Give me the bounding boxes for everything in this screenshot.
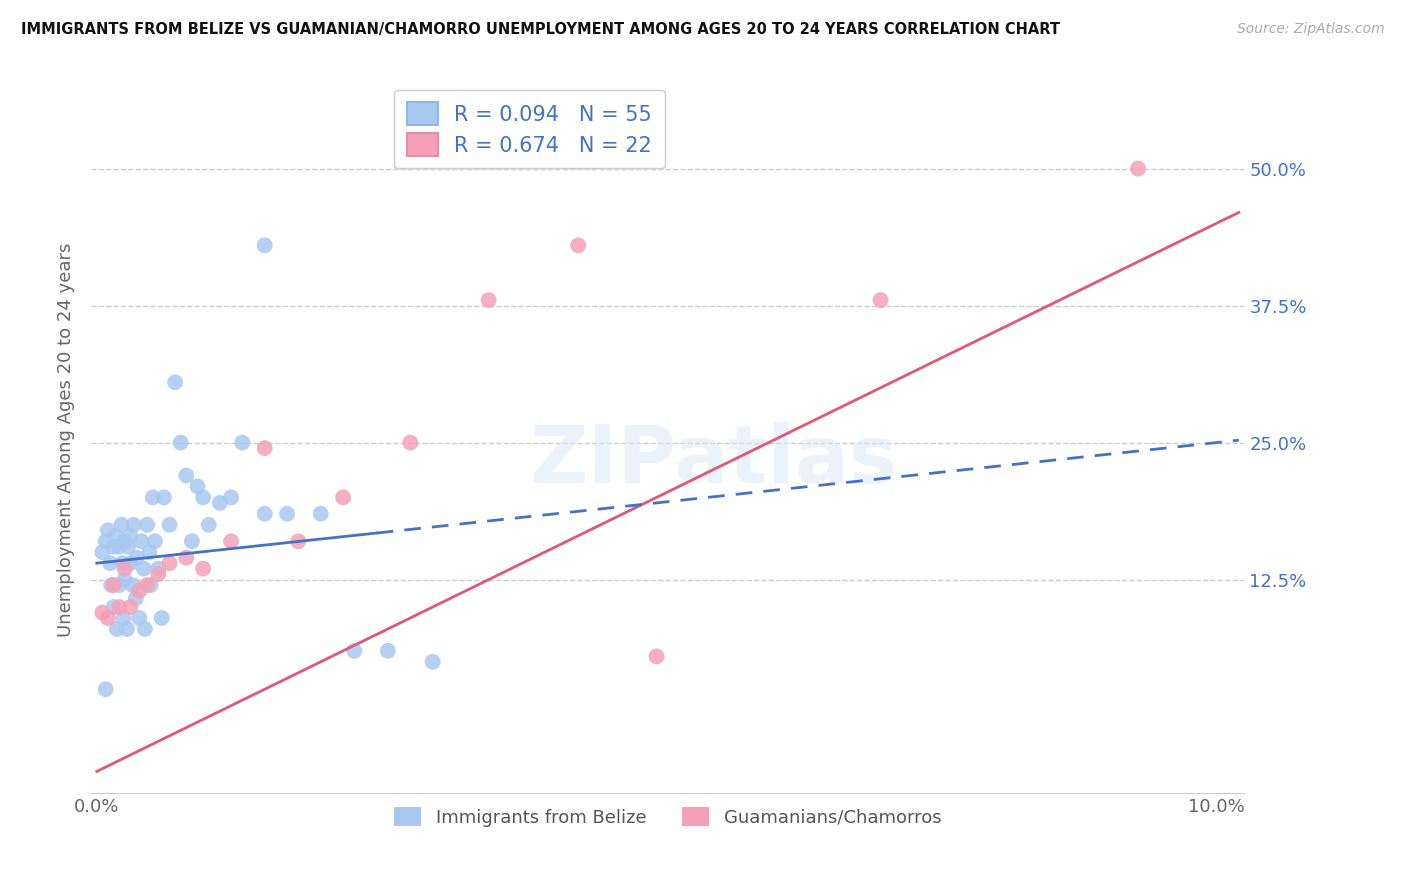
Point [114,534,136,549]
Point [219,534,242,549]
Point [108,578,131,592]
Point [399,435,422,450]
Point [1126,161,1149,176]
Point [111,556,134,570]
Point [115,622,138,636]
Point [208,496,231,510]
Point [112,611,135,625]
Point [128,611,150,625]
Point [191,491,214,505]
Point [143,534,166,549]
Point [287,534,309,549]
Point [159,556,181,570]
Point [170,435,193,450]
Point [153,491,176,505]
Point [139,578,162,592]
Point [197,517,219,532]
Point [253,507,276,521]
Point [136,578,159,592]
Point [108,600,131,615]
Point [276,507,298,521]
Point [125,550,148,565]
Point [120,556,142,570]
Point [114,561,136,575]
Point [422,655,444,669]
Point [343,644,366,658]
Point [132,561,155,575]
Point [150,611,173,625]
Point [165,376,187,390]
Point [105,622,128,636]
Point [121,578,143,592]
Point [128,583,150,598]
Point [100,578,122,592]
Point [142,491,165,505]
Point [253,441,276,455]
Point [219,491,242,505]
Text: Source: ZipAtlas.com: Source: ZipAtlas.com [1237,22,1385,37]
Point [91,606,114,620]
Point [181,534,204,549]
Point [869,293,891,307]
Point [103,600,125,615]
Point [131,534,153,549]
Point [125,591,148,606]
Point [231,435,253,450]
Point [134,622,156,636]
Point [117,540,139,554]
Point [148,561,170,575]
Point [186,479,208,493]
Point [332,491,354,505]
Point [253,238,276,252]
Point [136,517,159,532]
Point [104,529,127,543]
Legend: Immigrants from Belize, Guamanians/Chamorros: Immigrants from Belize, Guamanians/Chamo… [387,800,949,834]
Point [138,545,160,559]
Point [191,561,214,575]
Point [122,517,145,532]
Point [103,578,125,592]
Text: ZIPatlas: ZIPatlas [530,422,898,500]
Point [114,573,136,587]
Point [94,534,117,549]
Point [478,293,501,307]
Point [94,682,117,697]
Point [97,523,120,537]
Point [91,545,114,559]
Point [108,540,131,554]
Text: IMMIGRANTS FROM BELIZE VS GUAMANIAN/CHAMORRO UNEMPLOYMENT AMONG AGES 20 TO 24 YE: IMMIGRANTS FROM BELIZE VS GUAMANIAN/CHAM… [21,22,1060,37]
Point [97,611,120,625]
Point [309,507,332,521]
Point [120,529,142,543]
Point [120,600,142,615]
Point [103,540,125,554]
Point [110,517,132,532]
Point [176,468,198,483]
Point [148,567,170,582]
Point [98,556,121,570]
Point [567,238,589,252]
Point [159,517,181,532]
Point [377,644,399,658]
Point [645,649,668,664]
Point [176,550,198,565]
Y-axis label: Unemployment Among Ages 20 to 24 years: Unemployment Among Ages 20 to 24 years [58,243,75,637]
